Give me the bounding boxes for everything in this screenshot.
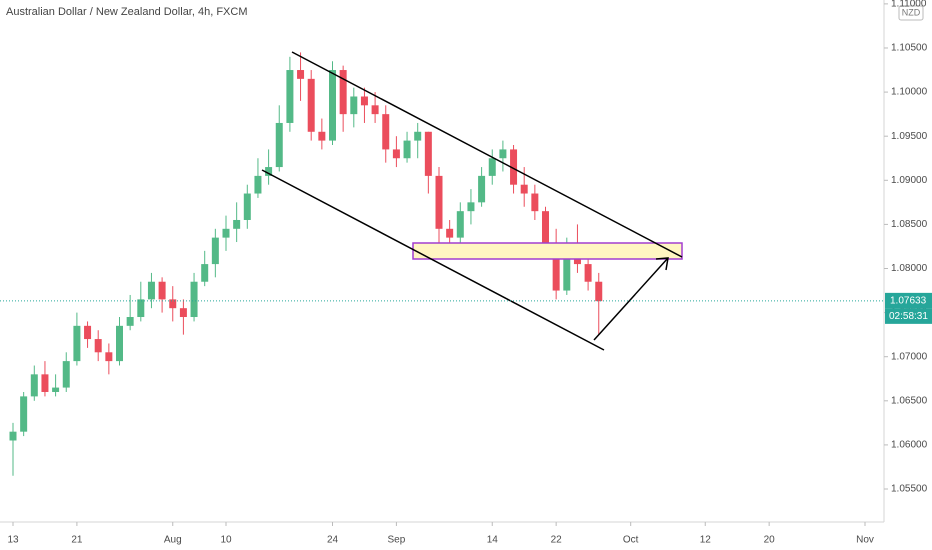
candle-body: [222, 228, 230, 238]
y-tick-label: 1.08500: [891, 219, 928, 230]
x-tick-label: 12: [700, 535, 712, 546]
y-tick-label: 1.08000: [891, 263, 928, 274]
candle-body: [147, 281, 155, 300]
candle-body: [9, 431, 17, 441]
candle-body: [456, 211, 464, 238]
candle-body: [233, 219, 241, 229]
candle-body: [265, 167, 273, 176]
candle-body: [382, 114, 390, 150]
y-tick-label: 1.11000: [891, 0, 927, 10]
x-tick-label: Sep: [388, 535, 406, 546]
arrow-head: [655, 257, 669, 271]
candle-body: [424, 131, 432, 176]
candle-body: [307, 78, 315, 132]
candle-body: [392, 149, 400, 159]
candle-body: [126, 317, 134, 326]
candle-body: [30, 374, 38, 397]
candle-body: [179, 308, 187, 318]
trend-line: [261, 169, 605, 351]
y-tick-label: 1.07000: [891, 351, 928, 362]
candle-body: [73, 325, 81, 362]
y-tick-label: 1.06000: [891, 440, 928, 451]
candle-body: [41, 374, 49, 392]
countdown-box: [885, 308, 932, 324]
candle-body: [158, 281, 166, 300]
candle-body: [595, 281, 603, 302]
candle-body: [275, 122, 283, 168]
candle-body: [116, 325, 123, 362]
candle-body: [137, 299, 145, 318]
candle-body: [211, 237, 219, 265]
candle-body: [584, 264, 592, 282]
candle-body: [563, 246, 571, 291]
candle-body: [318, 131, 326, 141]
zone-rect: [412, 242, 683, 260]
x-tick-label: 22: [551, 535, 563, 546]
x-tick-label: 24: [327, 535, 339, 546]
x-tick-label: 21: [71, 535, 83, 546]
y-tick-label: 1.09500: [891, 131, 928, 142]
trend-line: [291, 51, 683, 258]
x-tick-label: Nov: [856, 535, 874, 546]
candle-body: [190, 281, 198, 318]
candle-body: [254, 175, 262, 194]
candle-body: [84, 325, 92, 340]
candle-body: [297, 70, 305, 79]
candle-body: [169, 299, 177, 309]
x-tick-label: 14: [487, 535, 499, 546]
candle-body: [488, 158, 496, 176]
candle-body: [520, 184, 528, 194]
candle-body: [350, 96, 358, 115]
arrow: [593, 257, 669, 341]
candle-body: [510, 149, 518, 185]
candle-body: [446, 228, 454, 238]
candle-body: [531, 193, 539, 212]
y-tick-label: 1.09000: [891, 175, 928, 186]
candle-body: [62, 361, 70, 388]
x-tick-label: Oct: [623, 535, 639, 546]
drawings: [261, 51, 683, 351]
y-tick-label: 1.10500: [891, 43, 928, 54]
candle-body: [478, 175, 486, 203]
candle-body: [371, 105, 379, 115]
candle-body: [414, 131, 422, 141]
last-price-box: [885, 292, 932, 309]
candle-body: [339, 70, 347, 115]
candle-body: [243, 193, 251, 220]
candle-body: [286, 70, 294, 123]
x-tick-label: 20: [764, 535, 776, 546]
x-tick-label: 10: [220, 535, 232, 546]
plot: [9, 52, 603, 476]
currency-label: NZD: [902, 7, 921, 17]
y-tick-label: 1.05500: [891, 484, 928, 495]
candle-body: [105, 352, 113, 362]
candle-body: [552, 246, 560, 291]
chart-title: Australian Dollar / New Zealand Dollar, …: [6, 6, 247, 18]
candle-body: [329, 70, 336, 141]
y-tick-label: 1.06500: [891, 395, 928, 406]
last-price-label: 1.07633: [890, 296, 927, 307]
countdown-label: 02:58:31: [889, 311, 928, 322]
candle-body: [499, 149, 507, 159]
x-tick-label: 13: [7, 535, 19, 546]
candle-body: [52, 387, 60, 392]
candle-body: [542, 211, 549, 247]
candle-body: [201, 264, 209, 282]
candle-body: [435, 175, 443, 229]
candle-body: [403, 140, 411, 159]
candle-body: [20, 396, 28, 432]
candle-body: [467, 202, 475, 212]
y-tick-label: 1.10000: [891, 87, 928, 98]
candle-body: [94, 339, 102, 353]
candle-body: [360, 96, 368, 106]
currency-badge: [898, 5, 924, 21]
x-tick-label: Aug: [164, 535, 182, 546]
